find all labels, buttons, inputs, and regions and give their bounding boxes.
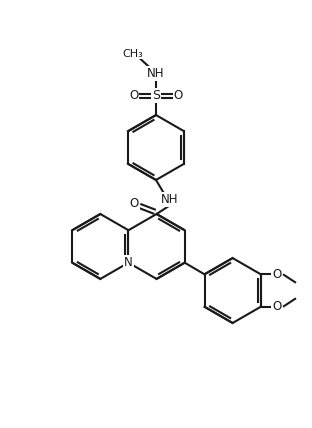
- Text: O: O: [130, 197, 139, 210]
- Text: O: O: [272, 300, 281, 313]
- Text: O: O: [272, 268, 281, 281]
- Text: S: S: [152, 89, 160, 102]
- Text: N: N: [124, 256, 133, 269]
- Text: O: O: [174, 89, 183, 102]
- Text: NH: NH: [147, 67, 165, 80]
- Text: NH: NH: [161, 193, 179, 206]
- Text: O: O: [129, 89, 138, 102]
- Text: CH₃: CH₃: [122, 48, 143, 59]
